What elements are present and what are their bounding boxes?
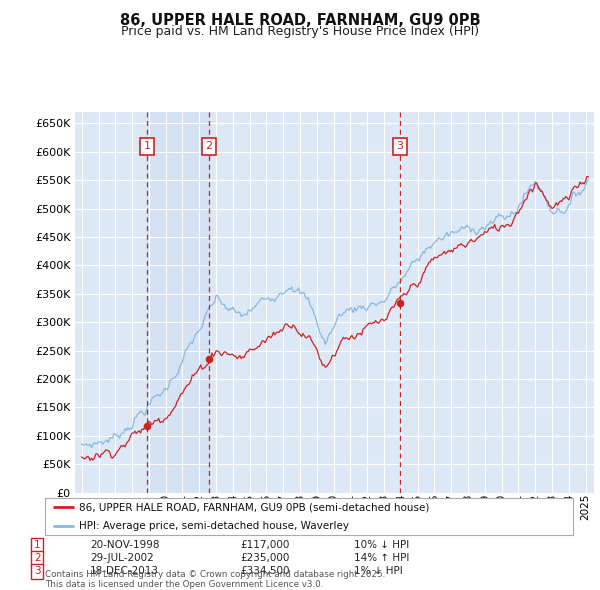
Text: £235,000: £235,000	[240, 553, 289, 563]
Text: £334,500: £334,500	[240, 566, 290, 576]
Text: Price paid vs. HM Land Registry's House Price Index (HPI): Price paid vs. HM Land Registry's House …	[121, 25, 479, 38]
Text: 86, UPPER HALE ROAD, FARNHAM, GU9 0PB: 86, UPPER HALE ROAD, FARNHAM, GU9 0PB	[119, 13, 481, 28]
Text: HPI: Average price, semi-detached house, Waverley: HPI: Average price, semi-detached house,…	[79, 521, 349, 531]
Text: 1: 1	[143, 142, 151, 152]
Text: 20-NOV-1998: 20-NOV-1998	[90, 540, 160, 550]
Text: 1% ↓ HPI: 1% ↓ HPI	[354, 566, 403, 576]
Bar	[147, 112, 209, 493]
Text: Contains HM Land Registry data © Crown copyright and database right 2025.
This d: Contains HM Land Registry data © Crown c…	[45, 570, 385, 589]
Text: 14% ↑ HPI: 14% ↑ HPI	[354, 553, 409, 563]
Text: 2: 2	[34, 553, 41, 563]
Text: £117,000: £117,000	[240, 540, 289, 550]
Text: 29-JUL-2002: 29-JUL-2002	[90, 553, 154, 563]
Text: 2: 2	[205, 142, 212, 152]
Text: 10% ↓ HPI: 10% ↓ HPI	[354, 540, 409, 550]
Text: 1: 1	[34, 540, 41, 550]
Text: 3: 3	[34, 566, 41, 576]
Text: 18-DEC-2013: 18-DEC-2013	[90, 566, 159, 576]
Text: 86, UPPER HALE ROAD, FARNHAM, GU9 0PB (semi-detached house): 86, UPPER HALE ROAD, FARNHAM, GU9 0PB (s…	[79, 502, 430, 512]
Text: 3: 3	[397, 142, 404, 152]
